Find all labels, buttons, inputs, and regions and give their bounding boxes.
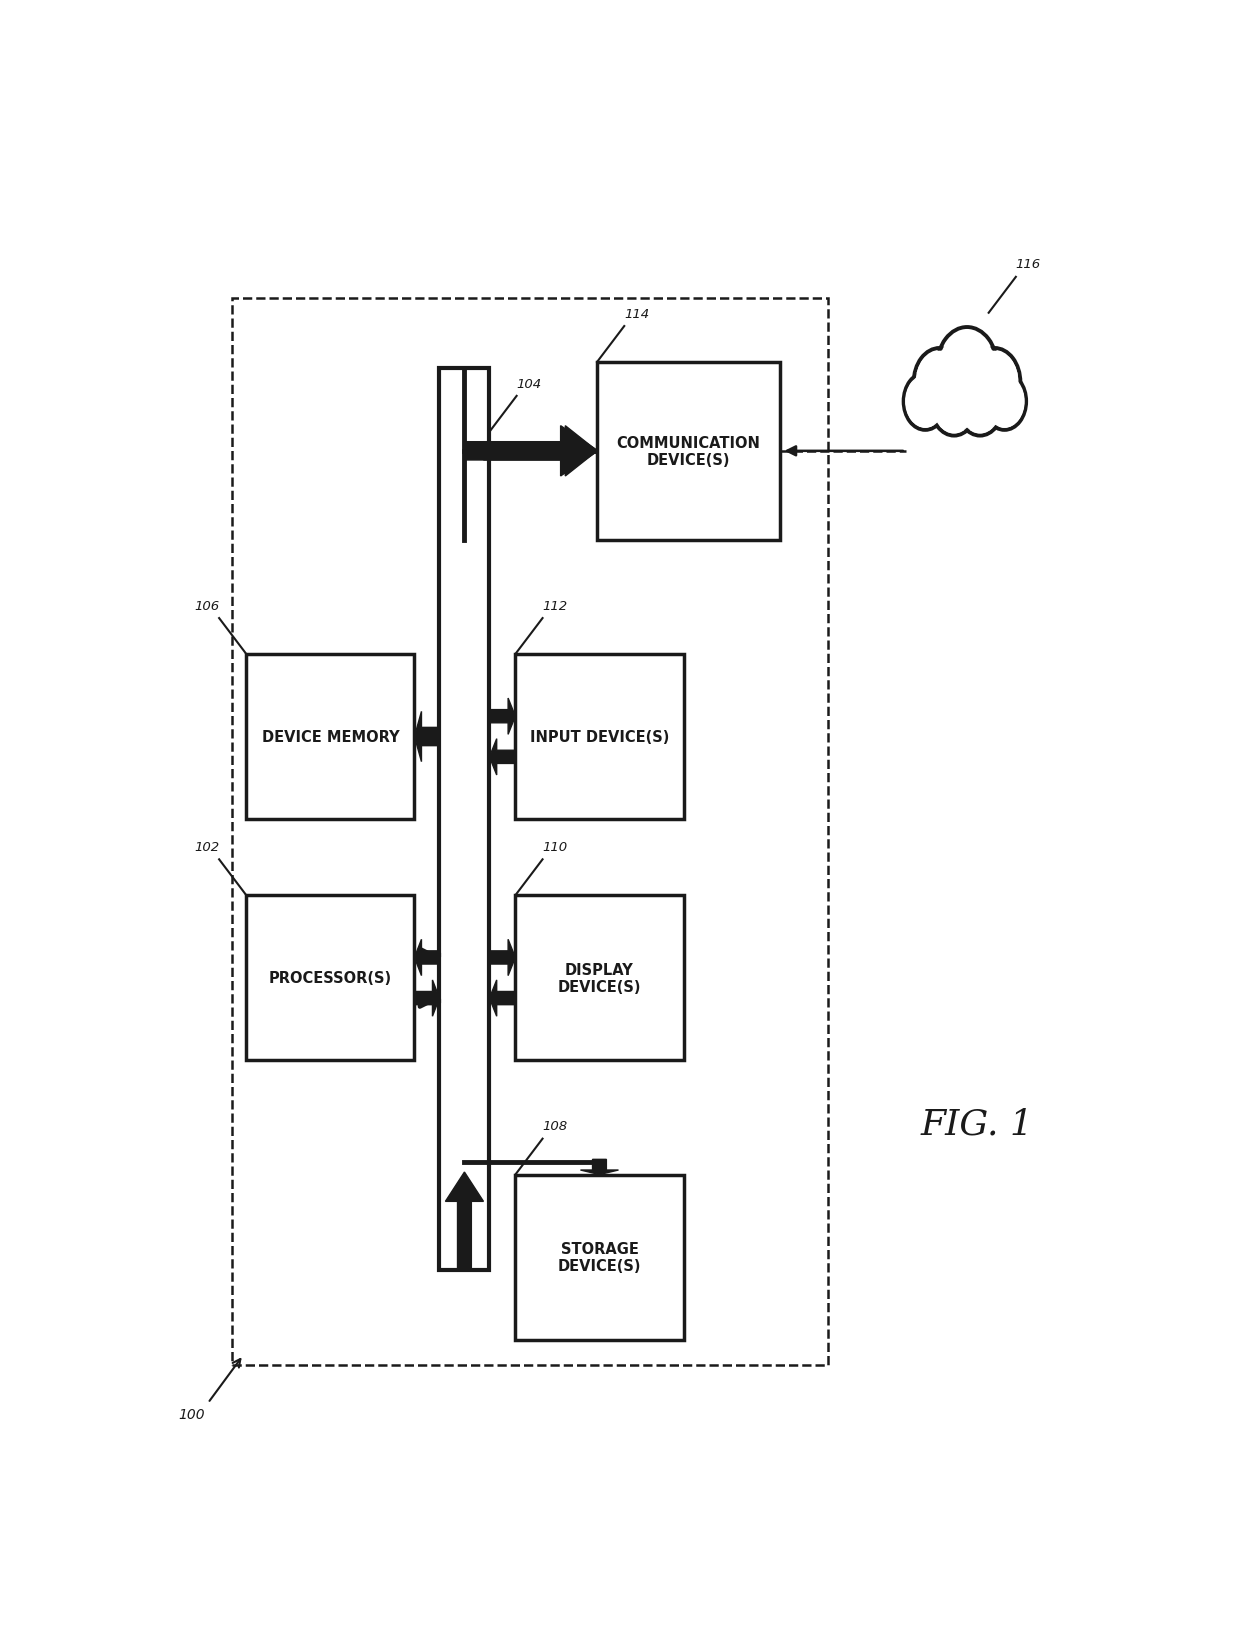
Text: 106: 106 [193, 600, 219, 613]
Text: 108: 108 [543, 1119, 568, 1132]
Bar [247, 897, 414, 1061]
Text: 102: 102 [193, 840, 219, 854]
Text: INPUT DEVICE(S): INPUT DEVICE(S) [529, 730, 670, 745]
FancyArrow shape [484, 427, 596, 476]
Text: DISPLAY
DEVICE(S): DISPLAY DEVICE(S) [558, 962, 641, 994]
Circle shape [916, 353, 963, 414]
Circle shape [983, 374, 1027, 430]
Circle shape [971, 353, 1018, 414]
Text: 100: 100 [179, 1407, 205, 1421]
Bar [596, 363, 780, 541]
FancyArrow shape [445, 1172, 484, 1271]
Text: 104: 104 [517, 377, 542, 391]
Text: 116: 116 [1016, 259, 1040, 272]
Circle shape [904, 374, 947, 430]
Text: FIG. 1: FIG. 1 [920, 1107, 1033, 1140]
FancyArrow shape [490, 939, 516, 976]
Text: 112: 112 [543, 600, 568, 613]
Circle shape [934, 379, 975, 433]
Bar [516, 897, 683, 1061]
Text: 110: 110 [543, 840, 568, 854]
Circle shape [985, 376, 1024, 428]
Text: COMMUNICATION
DEVICE(S): COMMUNICATION DEVICE(S) [616, 435, 760, 468]
Circle shape [960, 379, 1001, 433]
FancyArrow shape [490, 740, 516, 776]
Bar [439, 369, 490, 1271]
FancyArrow shape [580, 1160, 619, 1175]
Bar [516, 654, 683, 819]
Circle shape [940, 331, 994, 404]
Circle shape [914, 349, 966, 417]
Text: 114: 114 [624, 308, 650, 320]
Text: DEVICE MEMORY: DEVICE MEMORY [262, 730, 399, 745]
FancyArrow shape [465, 427, 598, 476]
Bar [232, 300, 828, 1365]
Circle shape [968, 349, 1021, 417]
Circle shape [905, 376, 945, 428]
Text: PROCESSOR(S): PROCESSOR(S) [269, 971, 392, 986]
Bar [247, 654, 414, 819]
Circle shape [936, 328, 997, 407]
FancyArrow shape [490, 981, 516, 1017]
Circle shape [931, 376, 977, 437]
FancyArrow shape [490, 699, 516, 735]
Bar [516, 1175, 683, 1340]
FancyArrow shape [414, 981, 439, 1017]
Circle shape [957, 376, 1003, 437]
FancyArrow shape [414, 712, 439, 761]
Text: STORAGE
DEVICE(S): STORAGE DEVICE(S) [558, 1241, 641, 1274]
FancyArrow shape [414, 939, 439, 976]
